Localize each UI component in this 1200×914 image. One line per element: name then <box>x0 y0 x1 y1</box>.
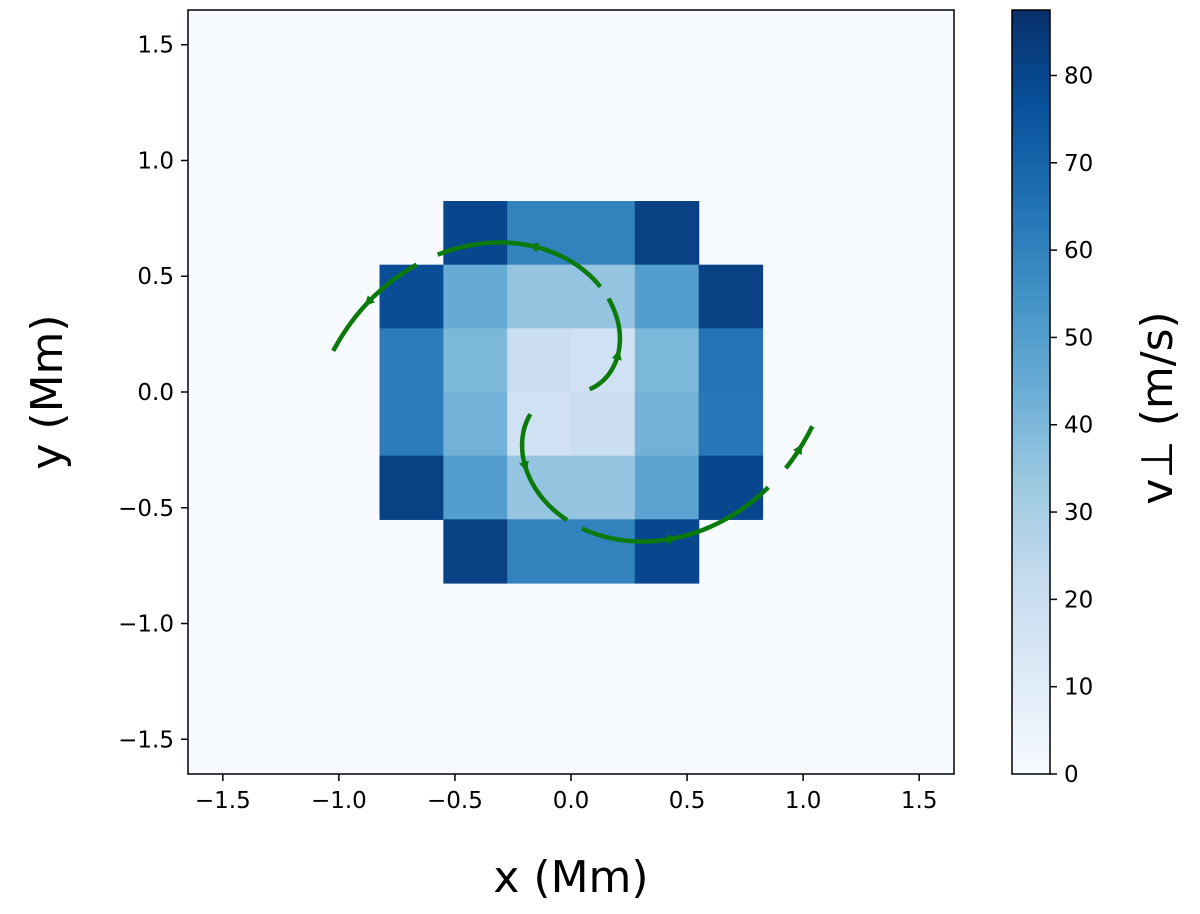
heatmap-cell <box>571 392 636 457</box>
y-axis: 1.5 1.0 0.5 0.0 −0.5 −1.0 −1.5 <box>118 33 188 753</box>
colorbar-label: v⊥ (m/s) <box>1132 311 1183 504</box>
colorbar-tick-label: 20 <box>1064 587 1093 613</box>
heatmap-cell <box>571 519 636 584</box>
heatmap-cell <box>379 328 444 393</box>
y-tick-label: 1.0 <box>137 148 174 174</box>
streamline-arrow <box>666 534 678 545</box>
heatmap-cell <box>379 392 444 457</box>
heatmap-cell <box>507 392 572 457</box>
heatmap-cell <box>507 264 572 329</box>
colorbar-frame <box>1011 9 1051 775</box>
y-tick-label: −1.0 <box>118 612 174 638</box>
x-tick-label: −0.5 <box>427 788 483 814</box>
heatmap-cells <box>379 201 764 584</box>
heatmap-cell <box>571 455 636 520</box>
streamlines <box>331 240 815 545</box>
x-tick-label: 0.0 <box>553 788 590 814</box>
y-tick-label: −0.5 <box>118 496 174 522</box>
y-tick-label: −1.5 <box>118 727 174 753</box>
x-axis: −1.5 −1.0 −0.5 0.0 0.5 1.0 1.5 <box>195 774 938 814</box>
heatmap-cell <box>443 455 508 520</box>
heatmap-cell <box>634 264 700 329</box>
heatmap-cell <box>634 519 700 584</box>
streamline-arrow <box>364 295 376 307</box>
heatmap-cell <box>571 264 636 329</box>
heatmap-cell <box>443 328 508 393</box>
x-tick-label: −1.0 <box>311 788 367 814</box>
colorbar-tick-label: 0 <box>1064 762 1079 788</box>
x-tick-label: 1.0 <box>785 788 822 814</box>
heatmap-cell <box>507 455 572 520</box>
heatmap-cell <box>698 392 764 457</box>
y-axis-label: y (Mm) <box>22 314 73 469</box>
colorbar-tick-label: 10 <box>1064 675 1093 701</box>
heatmap-cell <box>379 455 444 520</box>
heatmap-cell <box>698 328 764 393</box>
colorbar-tick-label: 70 <box>1064 151 1093 177</box>
y-tick-label: 0.0 <box>137 380 174 406</box>
heatmap-cell <box>571 201 636 266</box>
streamline-arrow <box>611 349 622 361</box>
x-tick-label: 0.5 <box>669 788 706 814</box>
heatmap-cell <box>443 264 508 329</box>
x-tick-label: 1.5 <box>901 788 938 814</box>
colorbar <box>1012 10 1050 774</box>
heatmap-cell <box>634 328 700 393</box>
heatmap-cell <box>443 392 508 457</box>
streamline-arrow <box>793 444 803 456</box>
colorbar-tick-label: 60 <box>1064 238 1093 264</box>
colorbar-axis: 0 10 20 30 40 50 60 70 80 <box>1050 63 1093 788</box>
heatmap-cell <box>698 264 764 329</box>
heatmap-cell <box>507 328 572 393</box>
streamline-arrow <box>528 242 540 253</box>
heatmap-cell <box>634 392 700 457</box>
colorbar-tick-label: 50 <box>1064 325 1093 351</box>
colorbar-tick-label: 80 <box>1064 63 1093 89</box>
heatmap-cell <box>443 519 508 584</box>
x-tick-label: −1.5 <box>195 788 251 814</box>
colorbar-tick-label: 30 <box>1064 500 1093 526</box>
heatmap-cell <box>379 264 444 329</box>
y-tick-label: 0.5 <box>137 264 174 290</box>
y-tick-label: 1.5 <box>137 33 174 59</box>
streamline-arrow <box>519 460 529 472</box>
heatmap-cell <box>507 519 572 584</box>
colorbar-tick-label: 40 <box>1064 413 1093 439</box>
heatmap-cell <box>634 201 700 266</box>
x-axis-label: x (Mm) <box>493 852 648 903</box>
heatmap-cell <box>634 455 700 520</box>
heatmap-cell <box>443 201 508 266</box>
heatmap-cell <box>698 455 764 520</box>
